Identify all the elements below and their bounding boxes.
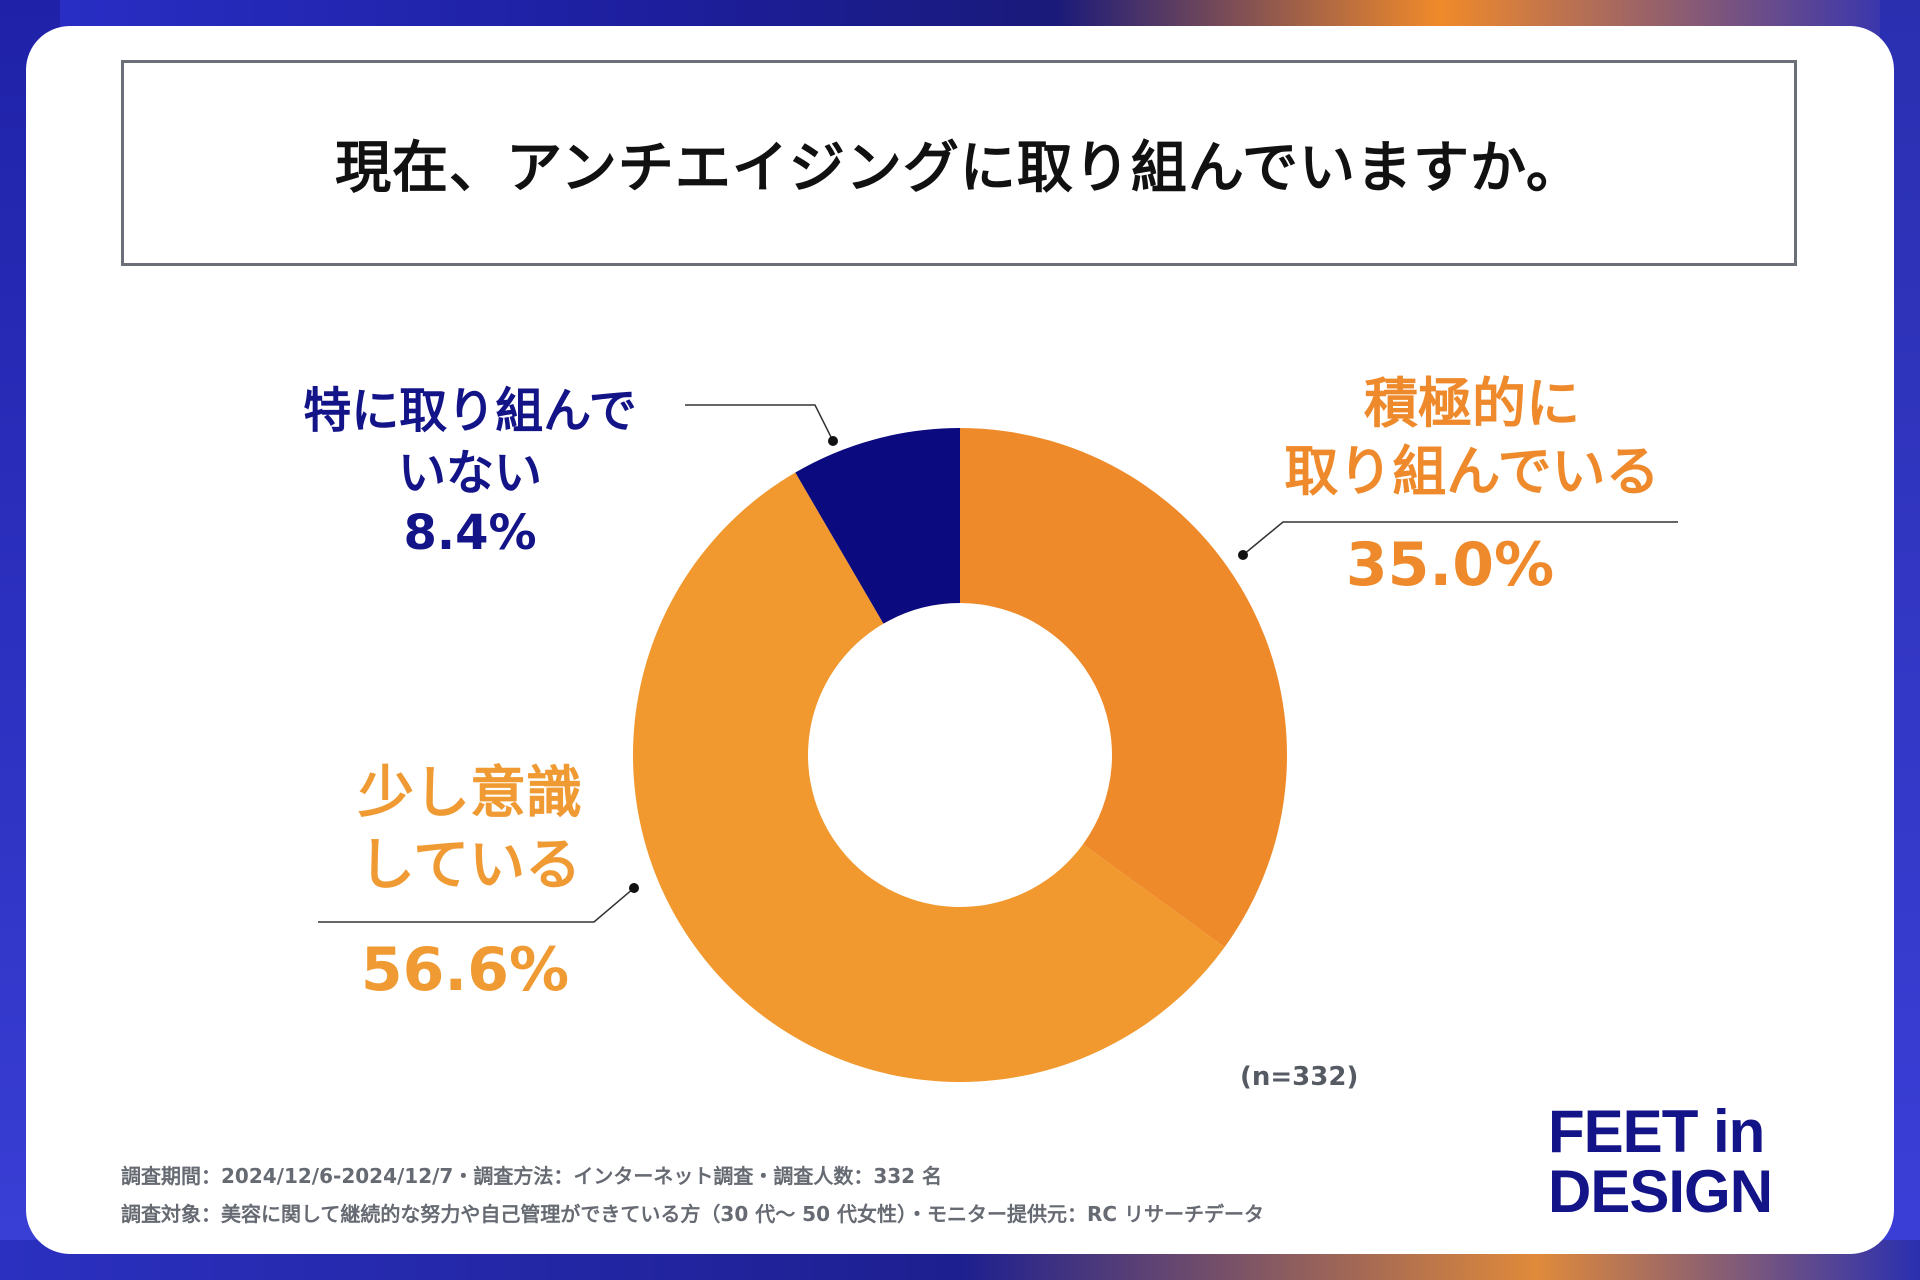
- label-some: 少し意識 している: [320, 758, 620, 902]
- slice-none: [795, 428, 960, 624]
- label-none-line2: いない: [397, 445, 542, 501]
- label-some-line1: 少し意識: [358, 761, 582, 826]
- slice-some: [633, 472, 1225, 1082]
- label-none-line1: 特に取り組んで: [303, 383, 637, 439]
- value-none: 8.4%: [403, 505, 537, 561]
- leader-none-dot: [828, 436, 838, 446]
- footer-survey-period: 調査期間：2024/12/6-2024/12/7・調査方法：インターネット調査・…: [121, 1164, 943, 1188]
- sample-size-note: (n=332): [1240, 1062, 1359, 1092]
- brand-logo: FEET in DESIGN: [1548, 1102, 1808, 1222]
- footer-survey-target: 調査対象：美容に関して継続的な努力や自己管理ができている方（30 代～ 50 代…: [121, 1202, 1264, 1226]
- leader-none: [685, 404, 834, 442]
- value-active: 35.0%: [1345, 530, 1555, 600]
- value-some: 56.6%: [360, 935, 570, 1005]
- logo-line1: FEET in: [1548, 1098, 1765, 1165]
- slice-active: [960, 428, 1288, 948]
- label-active: 積極的に 取り組んでいる: [1262, 370, 1682, 506]
- logo-line2: DESIGN: [1548, 1158, 1773, 1225]
- chart-title: 現在、アンチエイジングに取り組んでいますか。: [335, 135, 1583, 201]
- label-active-line2: 取り組んでいる: [1284, 440, 1660, 503]
- label-some-line2: している: [358, 833, 582, 898]
- leader-lines-group: [318, 404, 1678, 923]
- label-active-line1: 積極的に: [1364, 372, 1580, 435]
- leader-some-dot: [629, 883, 639, 893]
- title-box: 現在、アンチエイジングに取り組んでいますか。: [121, 60, 1797, 266]
- leader-active: [1242, 521, 1678, 556]
- leader-some: [318, 887, 635, 923]
- label-none: 特に取り組んで いない: [290, 380, 650, 504]
- slices-group: [633, 428, 1288, 1082]
- leader-active-dot: [1238, 550, 1248, 560]
